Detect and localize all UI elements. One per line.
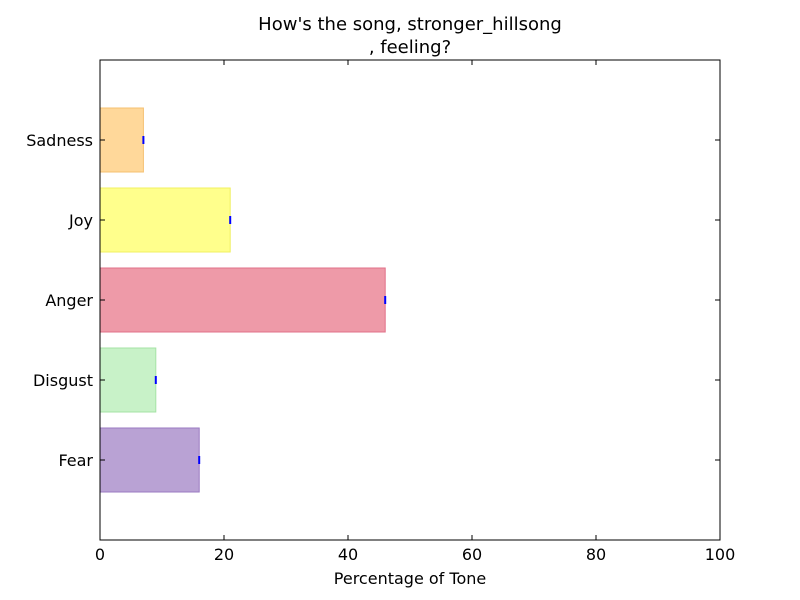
chart-title-line-1: How's the song, stronger_hillsong [258,14,562,35]
bars-layer [99,107,386,493]
x-tick-label-0: 0 [95,545,105,564]
chart-title-line-2: , feeling? [368,37,452,58]
bar-disgust [99,347,157,413]
x-tick-label-100: 100 [705,545,736,564]
y-tick-label-sadness: Sadness [26,131,93,150]
error-markers-layer [142,136,387,464]
bar-joy [99,187,231,253]
y-tick-label-disgust: Disgust [33,371,93,390]
bar-anger [99,267,386,333]
bar-sadness [99,107,144,173]
y-tick-label-anger: Anger [45,291,93,310]
x-tick-label-60: 60 [462,545,482,564]
x-axis-label: Percentage of Tone [334,569,486,588]
y-tick-label-joy: Joy [68,211,93,230]
x-tick-label-80: 80 [586,545,606,564]
x-axis-ticks: 0 20 40 60 80 100 [95,60,735,564]
bar-fear [99,427,200,493]
x-tick-label-20: 20 [214,545,234,564]
x-tick-label-40: 40 [338,545,358,564]
y-tick-label-fear: Fear [58,451,93,470]
y-axis-ticks: Fear Disgust Anger Joy Sadness [26,131,720,470]
